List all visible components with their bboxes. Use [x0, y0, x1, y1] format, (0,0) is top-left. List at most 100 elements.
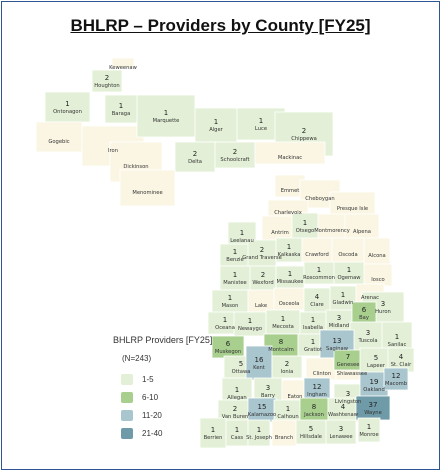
county-manistee: [219, 265, 251, 291]
county-count: 1: [287, 243, 291, 251]
county-count: 1: [65, 100, 69, 108]
county-name: Montcalm: [268, 347, 294, 353]
county-name: Ingham: [307, 392, 327, 398]
county-presque-isle: [329, 191, 376, 217]
county-name: Oceana: [215, 325, 235, 331]
county-name: Sanilac: [388, 342, 407, 348]
county-name: Ontonagon: [53, 109, 82, 115]
county-name: Mecosta: [272, 324, 294, 330]
county-name: Leelanau: [230, 238, 254, 244]
county-houghton: [91, 69, 123, 93]
county-name: Charlevoix: [274, 210, 302, 216]
county-name: Wayne: [364, 410, 382, 416]
county-count: 12: [313, 383, 322, 391]
county-count: 16: [255, 356, 264, 364]
county-branch: [271, 419, 297, 447]
county-count: 1: [235, 386, 239, 394]
county-name: Menominee: [132, 190, 162, 196]
county-count: 1: [367, 423, 371, 431]
county-name: Calhoun: [277, 414, 298, 420]
county-name: Gratiot: [304, 347, 322, 353]
county-count: 1: [395, 333, 399, 341]
county-monroe: [357, 417, 381, 443]
county-delta: [174, 141, 216, 173]
county-count: 2: [302, 127, 306, 135]
county-count: 7: [346, 353, 350, 361]
county-name: Crawford: [305, 252, 329, 258]
county-count: 2: [233, 405, 237, 413]
county-count: 15: [258, 403, 267, 411]
county-name: Luce: [255, 126, 267, 132]
county-name: Clinton: [313, 371, 331, 377]
county-count: 5: [239, 360, 243, 368]
county-count: 5: [374, 354, 378, 362]
county-name: Baraga: [112, 111, 131, 117]
county-name: Delta: [188, 159, 202, 165]
legend-label: 1-5: [142, 375, 154, 384]
county-count: 2: [261, 271, 265, 279]
legend-item: 6-10: [121, 392, 233, 403]
county-name: Arenac: [361, 295, 379, 301]
county-name: Muskegon: [215, 349, 241, 355]
county-count: 19: [370, 378, 379, 386]
county-name: Kent: [253, 365, 265, 371]
county-name: Kalamazoo: [248, 412, 276, 418]
county-gladwin: [329, 285, 357, 311]
county-count: 1: [341, 291, 345, 299]
county-name: Livingston: [335, 399, 362, 405]
county-name: St. Joseph: [246, 435, 272, 441]
county-count: 3: [266, 384, 270, 392]
county-name: Lenawee: [329, 434, 352, 440]
county-name: Manistee: [223, 280, 247, 286]
county-montmorency: [317, 213, 347, 239]
county-count: 6: [362, 306, 367, 314]
county-name: Tuscola: [357, 338, 377, 344]
county-count: 1: [235, 426, 239, 434]
county-count: 37: [369, 401, 378, 409]
county-count: 4: [315, 293, 320, 301]
county-name: Marquette: [153, 118, 180, 124]
county-count: 13: [333, 337, 342, 345]
county-ontonagon: [44, 91, 91, 123]
county-count: 1: [240, 229, 244, 237]
county-name: Clare: [310, 302, 323, 308]
legend-label: 11-20: [142, 411, 162, 420]
county-name: Alcona: [368, 253, 385, 259]
county-count: 1: [303, 219, 307, 227]
county-name: Isabella: [303, 325, 323, 331]
county-ionia: [271, 355, 303, 379]
county-count: 1: [233, 271, 237, 279]
county-name: Antrim: [271, 230, 289, 236]
county-macomb: [383, 367, 409, 391]
county-count: 2: [285, 360, 289, 368]
county-kalkaska: [275, 237, 303, 263]
county-count: 1: [233, 248, 237, 256]
legend-items: 1-5 6-10 11-20 21-40: [113, 374, 233, 439]
map-title: BHLRP – Providers by County [FY25]: [70, 16, 371, 35]
county-count: 4: [399, 353, 404, 361]
county-wayne: [355, 395, 391, 421]
legend: BHLRP Providers [FY25] (N=243) 1-5 6-10 11…: [113, 335, 233, 439]
county-baraga: [104, 94, 138, 124]
county-name: Monroe: [359, 432, 378, 438]
county-count: 12: [392, 372, 401, 380]
county-alcona: [363, 237, 391, 265]
county-st-joseph: [247, 419, 271, 447]
county-name: Gladwin: [333, 300, 354, 306]
county-name: Schoolcraft: [220, 157, 249, 163]
county-count: 1: [214, 118, 218, 126]
county-count: 1: [281, 315, 285, 323]
county-name: Oscoda: [338, 252, 357, 258]
county-name: Osceola: [279, 301, 300, 307]
county-name: Saginaw: [326, 346, 349, 352]
county-alpena: [344, 213, 380, 241]
county-name: Mackinac: [278, 155, 302, 161]
county-name: Shiawassee: [337, 371, 367, 377]
county-count: 1: [248, 317, 252, 325]
county-name: Eaton: [288, 394, 303, 400]
county-oscoda: [331, 237, 365, 263]
county-name: Chippewa: [291, 136, 317, 142]
county-count: 1: [119, 102, 123, 110]
county-count: 1: [286, 405, 290, 413]
